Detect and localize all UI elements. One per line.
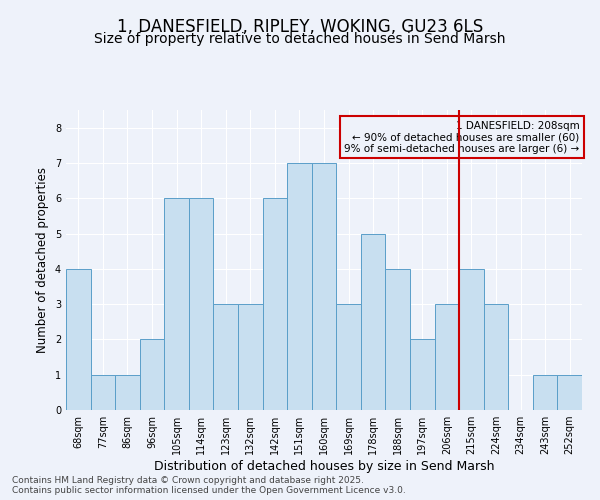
Y-axis label: Number of detached properties: Number of detached properties bbox=[37, 167, 49, 353]
Bar bbox=[263, 198, 287, 410]
Bar bbox=[557, 374, 582, 410]
Bar bbox=[115, 374, 140, 410]
Bar bbox=[140, 340, 164, 410]
Text: 1 DANESFIELD: 208sqm
← 90% of detached houses are smaller (60)
9% of semi-detach: 1 DANESFIELD: 208sqm ← 90% of detached h… bbox=[344, 120, 580, 154]
Bar bbox=[189, 198, 214, 410]
Bar bbox=[312, 163, 336, 410]
Text: Contains HM Land Registry data © Crown copyright and database right 2025.
Contai: Contains HM Land Registry data © Crown c… bbox=[12, 476, 406, 495]
Bar bbox=[336, 304, 361, 410]
Bar bbox=[91, 374, 115, 410]
Bar bbox=[484, 304, 508, 410]
Bar bbox=[385, 269, 410, 410]
X-axis label: Distribution of detached houses by size in Send Marsh: Distribution of detached houses by size … bbox=[154, 460, 494, 473]
Bar bbox=[410, 340, 434, 410]
Bar bbox=[214, 304, 238, 410]
Bar bbox=[66, 269, 91, 410]
Bar bbox=[459, 269, 484, 410]
Bar bbox=[434, 304, 459, 410]
Bar bbox=[533, 374, 557, 410]
Bar bbox=[361, 234, 385, 410]
Text: Size of property relative to detached houses in Send Marsh: Size of property relative to detached ho… bbox=[94, 32, 506, 46]
Text: 1, DANESFIELD, RIPLEY, WOKING, GU23 6LS: 1, DANESFIELD, RIPLEY, WOKING, GU23 6LS bbox=[117, 18, 483, 36]
Bar bbox=[164, 198, 189, 410]
Bar bbox=[238, 304, 263, 410]
Bar bbox=[287, 163, 312, 410]
